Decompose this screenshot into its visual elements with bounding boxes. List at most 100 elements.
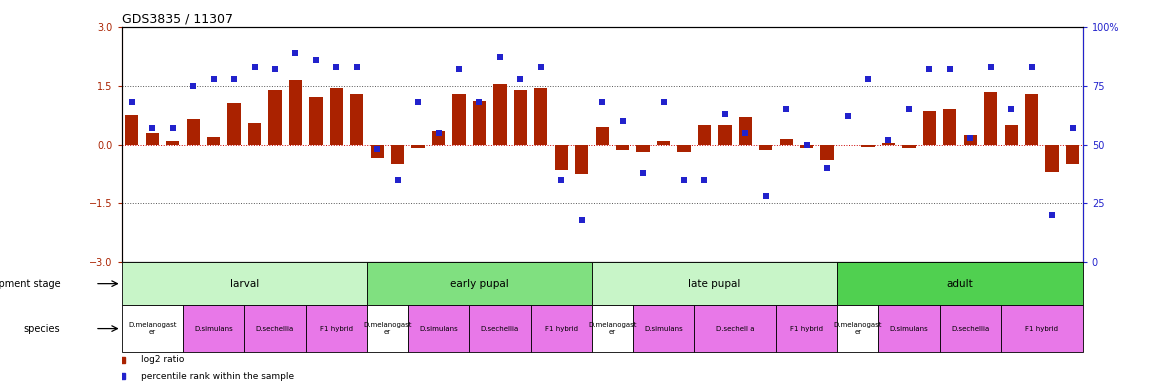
Bar <box>1025 94 1039 144</box>
Text: larval: larval <box>229 279 259 289</box>
Bar <box>227 103 241 144</box>
Bar <box>186 119 200 144</box>
Point <box>225 76 243 82</box>
Bar <box>694 305 776 352</box>
Point <box>921 66 939 72</box>
Bar <box>350 94 364 144</box>
Text: F1 hybrid: F1 hybrid <box>1025 326 1058 332</box>
Point <box>940 66 959 72</box>
Point <box>1023 64 1041 70</box>
Bar <box>555 144 567 170</box>
Point <box>633 170 652 176</box>
Bar <box>739 117 752 144</box>
Bar <box>698 125 711 144</box>
Bar <box>637 144 650 152</box>
Bar <box>657 141 670 144</box>
Bar <box>821 144 834 160</box>
Point <box>716 111 734 117</box>
Bar <box>595 127 609 144</box>
Point <box>1063 125 1082 131</box>
Bar <box>469 305 530 352</box>
Point <box>511 76 529 82</box>
Bar <box>288 80 302 144</box>
Point <box>470 99 489 105</box>
Point <box>614 118 632 124</box>
Point <box>675 177 694 183</box>
Text: D.simulans: D.simulans <box>195 326 233 332</box>
Point <box>1043 212 1062 218</box>
Bar <box>122 305 183 352</box>
Text: D.sechellia: D.sechellia <box>951 326 989 332</box>
Bar <box>122 262 367 305</box>
Text: D.sechellia: D.sechellia <box>481 326 519 332</box>
Bar <box>1046 144 1058 172</box>
Bar <box>207 137 220 144</box>
Point <box>409 99 427 105</box>
Point <box>593 99 611 105</box>
Bar <box>800 144 813 149</box>
Text: D.melanogast
er: D.melanogast er <box>588 322 637 335</box>
Bar <box>367 305 408 352</box>
Bar <box>1001 305 1083 352</box>
Point <box>859 76 878 82</box>
Bar <box>514 89 527 144</box>
Point <box>532 64 550 70</box>
Bar <box>472 101 486 144</box>
Bar <box>534 88 548 144</box>
Text: late pupal: late pupal <box>689 279 741 289</box>
Bar <box>269 89 281 144</box>
Point <box>491 55 510 61</box>
Text: species: species <box>23 324 60 334</box>
Bar <box>183 305 244 352</box>
Point <box>286 50 305 56</box>
Text: D.sechell a: D.sechell a <box>716 326 754 332</box>
Bar <box>166 141 179 144</box>
Point <box>1002 106 1020 113</box>
Point <box>265 66 284 72</box>
Point <box>736 130 755 136</box>
Bar <box>1065 144 1079 164</box>
Text: D.melanogast
er: D.melanogast er <box>364 322 412 335</box>
Point <box>777 106 796 113</box>
Bar <box>530 305 592 352</box>
Point <box>572 217 591 223</box>
Bar <box>939 305 1001 352</box>
Text: early pupal: early pupal <box>450 279 508 289</box>
Text: D.simulans: D.simulans <box>644 326 683 332</box>
Bar <box>677 144 690 152</box>
Text: adult: adult <box>946 279 974 289</box>
Point <box>961 134 980 141</box>
Bar <box>306 305 367 352</box>
Bar <box>125 115 139 144</box>
Bar <box>837 305 878 352</box>
Text: F1 hybrid: F1 hybrid <box>790 326 823 332</box>
Text: D.melanogast
er: D.melanogast er <box>129 322 176 335</box>
Point <box>368 146 387 152</box>
Text: development stage: development stage <box>0 279 60 289</box>
Point <box>818 165 836 171</box>
Bar <box>881 142 895 144</box>
Bar <box>878 305 939 352</box>
Bar <box>248 123 262 144</box>
Text: D.sechellia: D.sechellia <box>256 326 294 332</box>
Point <box>756 193 775 199</box>
Point <box>449 66 468 72</box>
Point <box>798 141 816 147</box>
Bar <box>371 144 383 158</box>
Bar <box>718 125 732 144</box>
Text: D.simulans: D.simulans <box>889 326 929 332</box>
Point <box>654 99 673 105</box>
Point <box>307 57 325 63</box>
Point <box>163 125 182 131</box>
Text: GDS3835 / 11307: GDS3835 / 11307 <box>122 13 233 26</box>
Text: D.melanogast
er: D.melanogast er <box>834 322 882 335</box>
Bar <box>963 135 977 144</box>
Bar <box>943 109 957 144</box>
Point <box>204 76 222 82</box>
Point <box>327 64 345 70</box>
Bar <box>776 305 837 352</box>
Bar <box>309 98 323 144</box>
Bar <box>432 131 445 144</box>
Bar <box>330 88 343 144</box>
Bar <box>902 144 916 149</box>
